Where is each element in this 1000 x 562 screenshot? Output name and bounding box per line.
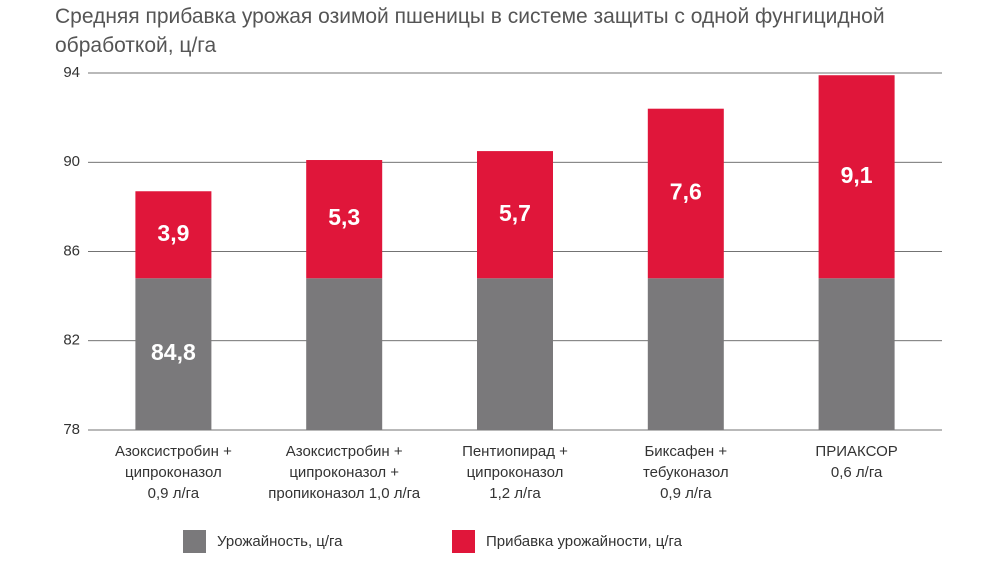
data-label: 3,9	[157, 220, 189, 246]
bar-segment	[818, 278, 895, 430]
data-label: 9,1	[841, 162, 873, 188]
bar-segment	[647, 108, 724, 279]
x-tick-label: Азоксистробин + ципроконазол + пропиконазо…	[268, 443, 421, 502]
data-label: 5,7	[499, 200, 531, 226]
y-tick-label: 90	[63, 153, 80, 170]
bar-segment	[818, 75, 895, 279]
bar-segment	[135, 191, 212, 279]
y-tick-label: 94	[63, 64, 80, 81]
y-tick-label: 78	[63, 421, 80, 438]
x-tick-label: Пентиопирад + ципроконазол 1,2 л/га	[462, 443, 568, 502]
data-label: 5,3	[328, 204, 360, 230]
x-tick-label: ПРИАКСОР 0,6 л/га	[815, 443, 897, 481]
chart-title: Средняя прибавка урожая озимой пшеницы в…	[55, 5, 885, 57]
bar-segment	[135, 278, 212, 430]
legend-label: Урожайность, ц/га	[217, 533, 343, 550]
bar-segment	[477, 278, 553, 430]
bar-segment	[306, 278, 383, 430]
y-tick-label: 86	[63, 242, 80, 259]
x-tick-label: Азоксистробин + ципроконазол 0,9 л/га	[115, 443, 232, 502]
data-label: 84,8	[151, 339, 196, 365]
bar-segment	[647, 278, 724, 430]
y-tick-label: 82	[63, 332, 80, 349]
legend-swatch	[183, 530, 206, 553]
legend-swatch	[452, 530, 475, 553]
bar-segment	[477, 151, 553, 279]
data-label: 7,6	[670, 179, 702, 205]
bar-segment	[306, 160, 383, 279]
x-tick-label: Биксафен + тебуконазол 0,9 л/га	[643, 443, 729, 502]
legend-label: Прибавка урожайности, ц/га	[486, 533, 683, 550]
